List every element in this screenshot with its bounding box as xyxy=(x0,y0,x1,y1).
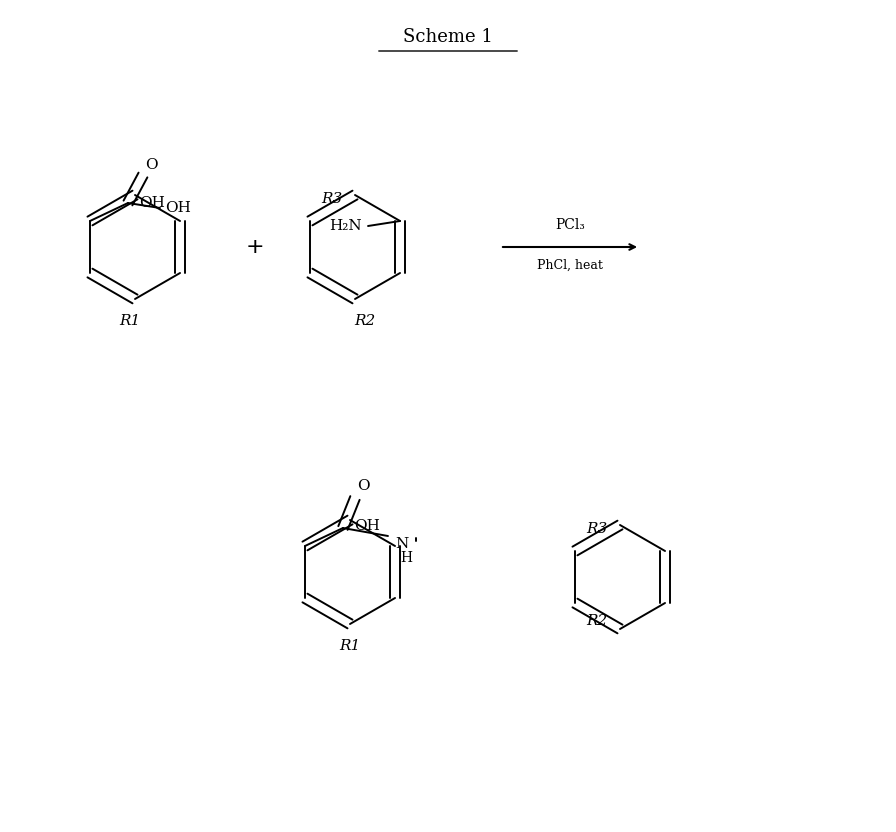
Text: R2: R2 xyxy=(586,614,607,628)
Text: H: H xyxy=(400,551,412,565)
Text: OH: OH xyxy=(354,519,380,533)
Text: R1: R1 xyxy=(119,314,141,328)
Text: R1: R1 xyxy=(340,639,360,653)
Text: +: + xyxy=(246,237,264,257)
Text: R3: R3 xyxy=(586,522,607,536)
Text: O: O xyxy=(144,158,158,172)
Text: Scheme 1: Scheme 1 xyxy=(403,28,493,46)
Text: H₂N: H₂N xyxy=(329,219,361,233)
Text: N: N xyxy=(395,537,409,551)
Text: OH: OH xyxy=(165,201,191,215)
Text: OH: OH xyxy=(139,196,165,210)
Text: R2: R2 xyxy=(355,314,375,328)
Text: R3: R3 xyxy=(322,192,342,206)
Text: PCl₃: PCl₃ xyxy=(555,218,585,232)
Text: PhCl, heat: PhCl, heat xyxy=(537,259,603,271)
Text: O: O xyxy=(357,479,369,493)
